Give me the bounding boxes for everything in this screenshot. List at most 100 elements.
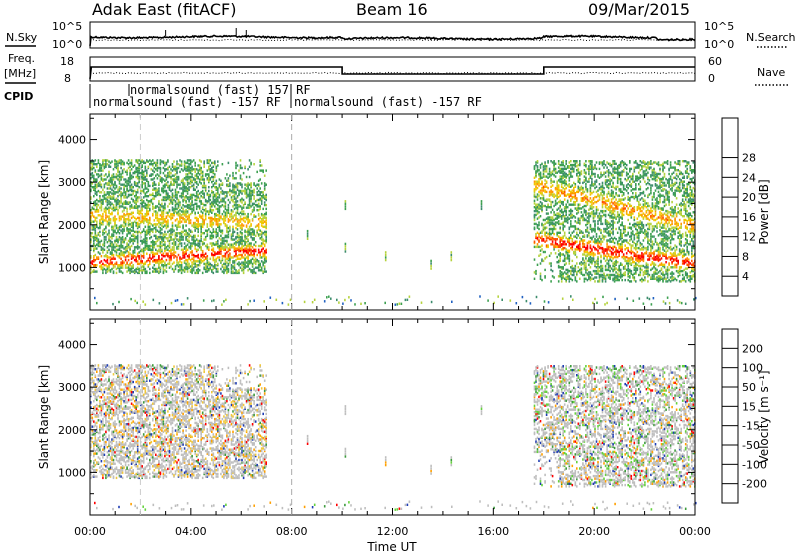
power-cell: [550, 179, 552, 182]
power-cell: [594, 166, 596, 169]
power-cell: [165, 178, 168, 181]
power-cell: [94, 187, 97, 190]
power-cell: [235, 200, 237, 203]
power-cell: [147, 221, 150, 225]
power-cell: [112, 209, 115, 212]
power-cell: [244, 216, 246, 220]
power-cell: [123, 214, 125, 217]
power-cell: [165, 175, 168, 179]
power-cell: [592, 209, 595, 213]
power-cell: [563, 184, 566, 187]
power-cell: [198, 180, 201, 184]
power-cell: [579, 236, 581, 240]
power-cell: [141, 189, 143, 193]
power-cell: [180, 214, 183, 217]
power-cell: [579, 262, 581, 265]
power-cell: [239, 241, 242, 244]
power-cell: [121, 260, 124, 263]
power-cell: [583, 239, 586, 242]
power-cell: [542, 238, 545, 241]
power-cell: [212, 193, 215, 197]
power-cell: [557, 220, 560, 223]
power-cell: [233, 260, 236, 263]
power-cell: [600, 268, 602, 272]
power-cell: [230, 246, 233, 249]
power-cell: [562, 272, 564, 275]
power-cell: [173, 214, 175, 217]
power-cell: [96, 205, 98, 208]
power-cell: [227, 262, 230, 266]
power-cell: [206, 270, 209, 273]
power-cell: [170, 196, 172, 199]
power-cell: [560, 171, 563, 174]
power-cell: [167, 220, 169, 223]
power-cell: [576, 198, 578, 201]
power-cell: [155, 261, 157, 264]
power-cell: [600, 172, 602, 176]
power-cell: [232, 243, 234, 246]
power-cell: [583, 245, 586, 249]
power-cell: [265, 239, 267, 243]
power-cell: [557, 280, 560, 283]
power-cell: [579, 162, 581, 165]
power-cell: [586, 273, 589, 277]
power-cell: [204, 212, 207, 216]
power-cell: [229, 229, 231, 232]
power-cell: [583, 162, 586, 165]
power-cell: [120, 251, 122, 254]
power-cell: [251, 238, 254, 241]
power-cell: [153, 166, 156, 170]
power-cell: [186, 161, 189, 165]
power-cell: [194, 234, 196, 237]
power-cell: [536, 160, 539, 163]
power-cell: [141, 169, 143, 172]
power-cell: [179, 233, 181, 236]
power-cell: [106, 233, 109, 236]
power-cell: [236, 262, 239, 266]
power-cell: [259, 244, 261, 248]
power-cell: [161, 249, 163, 253]
power-cell: [554, 223, 557, 227]
power-cell: [173, 238, 175, 241]
power-cell: [551, 227, 554, 231]
power-cell: [112, 233, 115, 236]
power-cell: [197, 267, 199, 271]
power-cell: [260, 235, 263, 239]
power-cell: [559, 194, 561, 197]
power-cell: [97, 173, 100, 176]
power-cell: [227, 235, 230, 239]
power-cell: [182, 207, 184, 211]
power-cell: [586, 272, 589, 275]
power-cell: [566, 184, 569, 187]
power-cell: [583, 273, 586, 277]
power-cell: [195, 182, 198, 185]
power-cell: [195, 216, 198, 220]
power-cell: [150, 244, 153, 248]
power-cell: [562, 215, 564, 218]
power-cell: [183, 220, 186, 223]
power-cell: [241, 269, 243, 272]
power-cell: [149, 230, 151, 234]
power-cell: [229, 255, 231, 258]
power-cell: [218, 223, 221, 226]
power-cell: [182, 248, 184, 251]
power-cell: [93, 188, 95, 191]
power-cell: [112, 195, 115, 198]
power-cell: [150, 248, 153, 251]
power-cell: [232, 205, 234, 208]
power-cell: [192, 241, 195, 244]
power-cell: [579, 231, 581, 234]
power-cell: [109, 258, 112, 262]
power-cell: [136, 242, 139, 245]
power-cell: [126, 244, 128, 248]
power-cell: [535, 213, 537, 217]
power-cell: [238, 212, 240, 216]
power-cell: [152, 266, 154, 269]
power-cell: [186, 196, 189, 199]
power-cell: [115, 191, 118, 194]
power-cell: [189, 180, 192, 184]
power-cell: [232, 210, 234, 213]
power-cell: [186, 165, 189, 168]
power-cell: [562, 186, 564, 190]
power-cell: [191, 265, 193, 268]
